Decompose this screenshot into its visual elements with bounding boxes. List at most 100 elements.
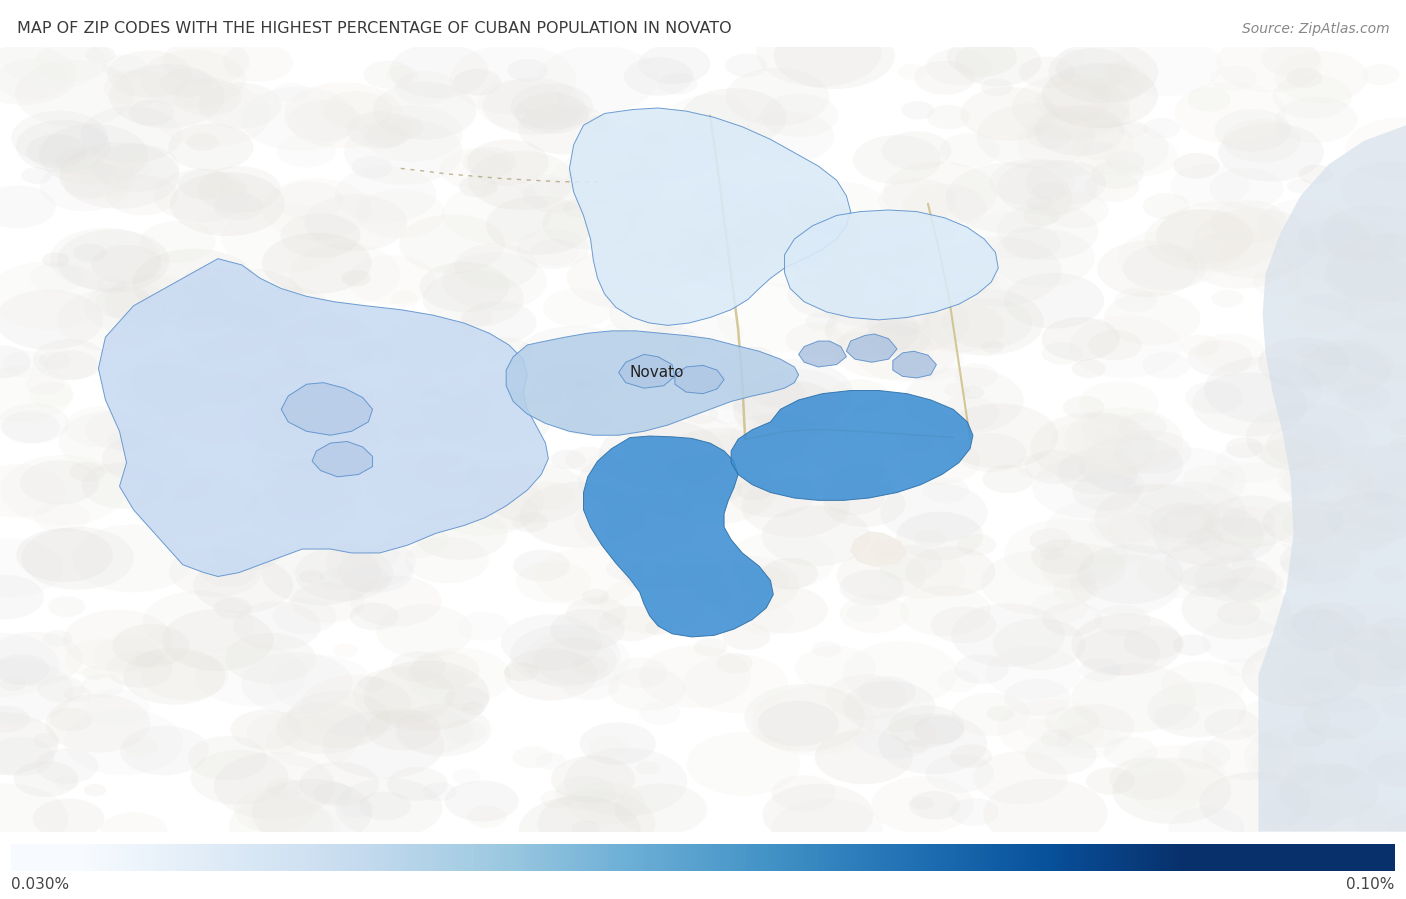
Circle shape: [387, 66, 419, 84]
Circle shape: [1025, 735, 1097, 775]
Circle shape: [789, 182, 889, 238]
Circle shape: [879, 550, 966, 599]
Circle shape: [83, 282, 174, 333]
Circle shape: [693, 638, 727, 656]
Circle shape: [1333, 515, 1398, 550]
Circle shape: [787, 271, 872, 318]
Circle shape: [516, 325, 636, 393]
Circle shape: [63, 687, 91, 702]
Circle shape: [1281, 609, 1354, 650]
Circle shape: [58, 156, 135, 198]
Circle shape: [904, 740, 928, 753]
Circle shape: [419, 262, 509, 312]
Circle shape: [744, 586, 828, 634]
Circle shape: [1212, 289, 1243, 307]
Circle shape: [741, 476, 849, 538]
Circle shape: [454, 243, 537, 289]
Circle shape: [305, 388, 335, 405]
Circle shape: [987, 706, 1014, 721]
Circle shape: [441, 252, 547, 310]
Circle shape: [467, 139, 548, 185]
Circle shape: [523, 481, 575, 511]
Circle shape: [540, 790, 574, 808]
Circle shape: [274, 316, 378, 374]
Circle shape: [1180, 334, 1219, 357]
Circle shape: [920, 313, 952, 330]
Circle shape: [262, 178, 373, 240]
Circle shape: [1253, 269, 1302, 297]
Circle shape: [0, 783, 69, 854]
Circle shape: [1362, 65, 1400, 85]
Circle shape: [276, 182, 343, 219]
Circle shape: [1071, 613, 1182, 675]
Circle shape: [728, 468, 815, 518]
Circle shape: [82, 462, 165, 509]
Circle shape: [249, 434, 368, 501]
Circle shape: [83, 666, 107, 680]
Circle shape: [946, 163, 1073, 233]
Circle shape: [1222, 119, 1301, 163]
Circle shape: [44, 630, 73, 646]
Circle shape: [1286, 763, 1320, 782]
Circle shape: [463, 147, 516, 177]
Circle shape: [738, 603, 794, 635]
Circle shape: [648, 570, 679, 588]
Circle shape: [141, 49, 246, 109]
Circle shape: [1076, 629, 1160, 676]
Polygon shape: [731, 390, 973, 501]
Circle shape: [981, 78, 1012, 96]
Circle shape: [1218, 123, 1324, 182]
Circle shape: [1334, 508, 1362, 524]
Circle shape: [461, 308, 492, 326]
Circle shape: [1171, 164, 1250, 208]
Text: MAP OF ZIP CODES WITH THE HIGHEST PERCENTAGE OF CUBAN POPULATION IN NOVATO: MAP OF ZIP CODES WITH THE HIGHEST PERCEN…: [17, 22, 731, 37]
Circle shape: [1232, 543, 1317, 591]
Circle shape: [333, 644, 359, 657]
Circle shape: [837, 550, 925, 601]
Circle shape: [231, 709, 302, 750]
Circle shape: [1002, 227, 1062, 259]
Circle shape: [214, 597, 252, 619]
Circle shape: [84, 411, 155, 450]
Circle shape: [14, 761, 79, 797]
Circle shape: [1346, 272, 1406, 332]
Circle shape: [997, 699, 1104, 759]
Circle shape: [1362, 491, 1393, 508]
Circle shape: [260, 458, 287, 473]
Circle shape: [352, 156, 392, 179]
Circle shape: [605, 286, 631, 301]
Circle shape: [416, 384, 489, 424]
Circle shape: [1305, 340, 1393, 389]
Polygon shape: [1258, 125, 1406, 832]
Circle shape: [104, 70, 169, 106]
Circle shape: [38, 124, 148, 185]
Circle shape: [1042, 317, 1119, 360]
Circle shape: [879, 307, 929, 335]
Circle shape: [1024, 206, 1060, 226]
Circle shape: [277, 491, 332, 522]
Circle shape: [844, 681, 935, 732]
Circle shape: [589, 735, 627, 757]
Circle shape: [209, 530, 283, 571]
Circle shape: [599, 575, 704, 634]
Circle shape: [160, 68, 212, 97]
Circle shape: [696, 556, 799, 613]
Circle shape: [0, 654, 49, 685]
Circle shape: [1381, 693, 1406, 718]
Circle shape: [1017, 111, 1133, 176]
Circle shape: [1026, 195, 1053, 210]
Circle shape: [63, 708, 183, 775]
Circle shape: [450, 44, 576, 114]
Circle shape: [1208, 462, 1310, 520]
Circle shape: [197, 166, 281, 213]
Circle shape: [1118, 414, 1167, 441]
Circle shape: [1301, 567, 1350, 595]
Circle shape: [1174, 82, 1285, 144]
Circle shape: [1173, 635, 1211, 655]
Circle shape: [1180, 564, 1240, 597]
Circle shape: [468, 151, 575, 210]
Circle shape: [163, 37, 249, 85]
Circle shape: [925, 754, 994, 793]
Circle shape: [550, 150, 666, 216]
Polygon shape: [851, 532, 907, 566]
